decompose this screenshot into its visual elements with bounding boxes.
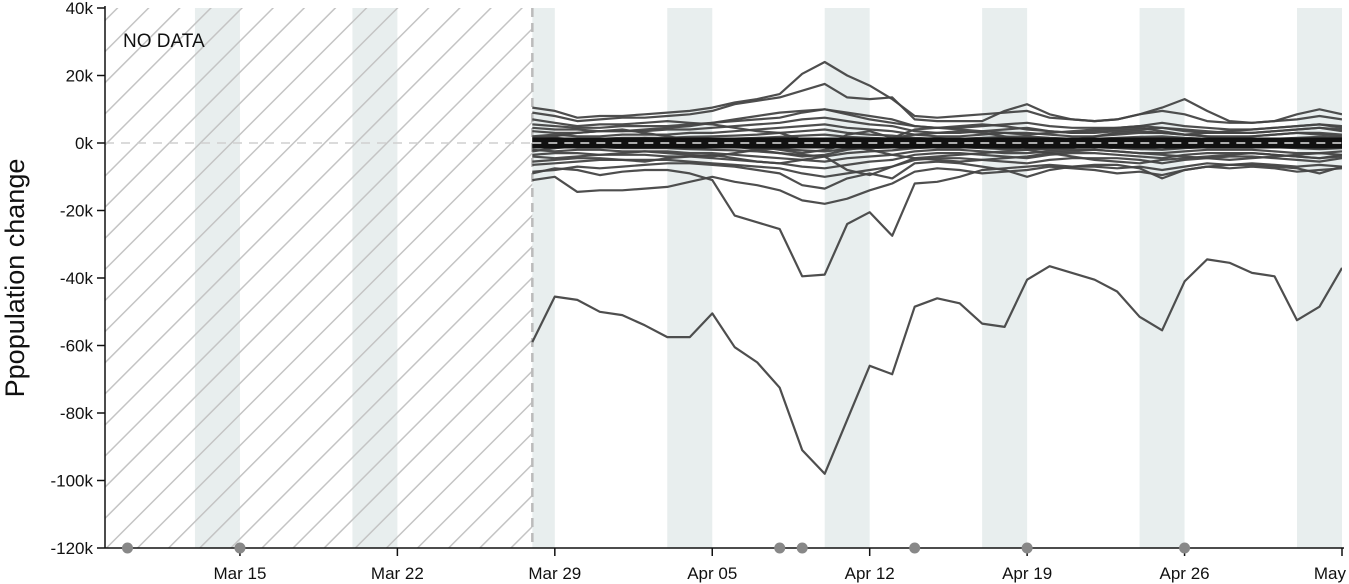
series-line	[532, 165, 1342, 205]
y-axis-label: Ppopulation change	[0, 159, 30, 398]
no-data-region	[105, 8, 534, 548]
x-tick-label: Mar 29	[528, 564, 581, 583]
series-line	[532, 82, 1342, 124]
event-marker	[774, 542, 786, 554]
event-marker	[909, 542, 921, 554]
event-marker	[234, 542, 246, 554]
y-tick-label: -60k	[60, 337, 94, 356]
series-lines	[531, 60, 1342, 475]
weekend-band	[1297, 8, 1342, 548]
y-tick-label: -20k	[60, 202, 94, 221]
series-line	[532, 108, 1342, 131]
series-line	[532, 148, 1342, 163]
series-line	[531, 258, 1342, 475]
series-line	[532, 152, 1342, 170]
y-tick-label: 20k	[66, 67, 94, 86]
weekend-band	[532, 8, 555, 548]
series-line	[532, 60, 1342, 124]
y-tick-label: -100k	[50, 472, 93, 491]
x-tick-label: Apr 12	[845, 564, 895, 583]
event-marker	[1179, 542, 1191, 554]
x-tick-label: May	[1314, 564, 1347, 583]
weekend-band	[982, 8, 1028, 548]
series-line	[532, 108, 1342, 136]
no-data-hatch	[105, 8, 533, 548]
event-marker	[1021, 542, 1033, 554]
x-tick-label: Mar 22	[371, 564, 424, 583]
series-line	[532, 162, 1342, 278]
series-line	[532, 141, 1342, 163]
y-tick-label: -120k	[50, 539, 93, 558]
series-line	[532, 160, 1342, 190]
weekend-band	[1139, 8, 1185, 548]
x-tick-label: Apr 26	[1160, 564, 1210, 583]
x-tick-label: Apr 05	[687, 564, 737, 583]
y-tick-label: -40k	[60, 269, 94, 288]
event-markers	[121, 542, 1191, 554]
event-marker	[796, 542, 808, 554]
series-line	[532, 148, 1342, 177]
event-marker	[121, 542, 133, 554]
series-line	[532, 128, 1342, 155]
y-tick-label: -80k	[60, 404, 94, 423]
no-data-label: NO DATA	[123, 31, 205, 52]
x-tick-label: Apr 19	[1002, 564, 1052, 583]
x-tick-label: Mar 15	[213, 564, 266, 583]
y-tick-label: 0k	[75, 134, 93, 153]
y-tick-label: 40k	[66, 0, 94, 18]
axes: 40k 20k 0k -20k -40k -60k -80k -100k -120k Mar 15…	[50, 0, 1346, 583]
weekend-band	[667, 8, 713, 548]
